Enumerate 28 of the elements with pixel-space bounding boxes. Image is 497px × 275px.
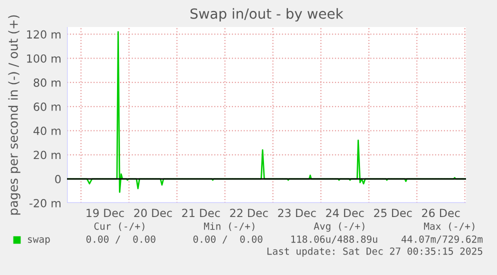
text: Last update: Sat Dec 27 00:35:15 2025 [267,247,482,257]
y-tick-label: 0 [55,174,61,184]
y-tick-label: -20 m [29,198,61,208]
y-tick-label: 60 m [34,102,60,111]
text: Max (-/+) [424,222,474,231]
x-tick-label: 19 Dec [86,208,124,218]
y-axis-title: pages per second in (-) / out (+) [8,15,20,215]
x-tick-label: 23 Dec [278,208,316,218]
text: Cur (-/+) [94,222,144,231]
chart-title: Swap in/out - by week [190,8,344,22]
y-tick-label: 40 m [33,126,60,136]
x-tick-label: 25 Dec [374,208,412,218]
y-tick-label: 20 m [34,150,60,160]
text: 0.00 / 0.00 [86,235,156,244]
x-tick-label: 26 Dec [422,208,460,218]
text: 0.00 / 0.00 [193,235,262,244]
text: 118.06u/488.89u [291,235,378,244]
x-tick-label: 24 Dec [326,208,364,218]
y-tick-label: 80 m [34,78,60,87]
legend-label: swap [28,237,50,245]
x-tick-label: 21 Dec [182,208,220,218]
text: Min (-/+) [204,222,254,231]
text: Avg (-/+) [314,222,364,232]
x-tick-label: 22 Dec [230,208,268,218]
x-tick-label: 20 Dec [134,208,172,218]
y-tick-label: 120 m [27,30,60,39]
y-tick-label: 100 m [27,54,60,63]
text: 44.07m/729.62m [402,235,483,244]
